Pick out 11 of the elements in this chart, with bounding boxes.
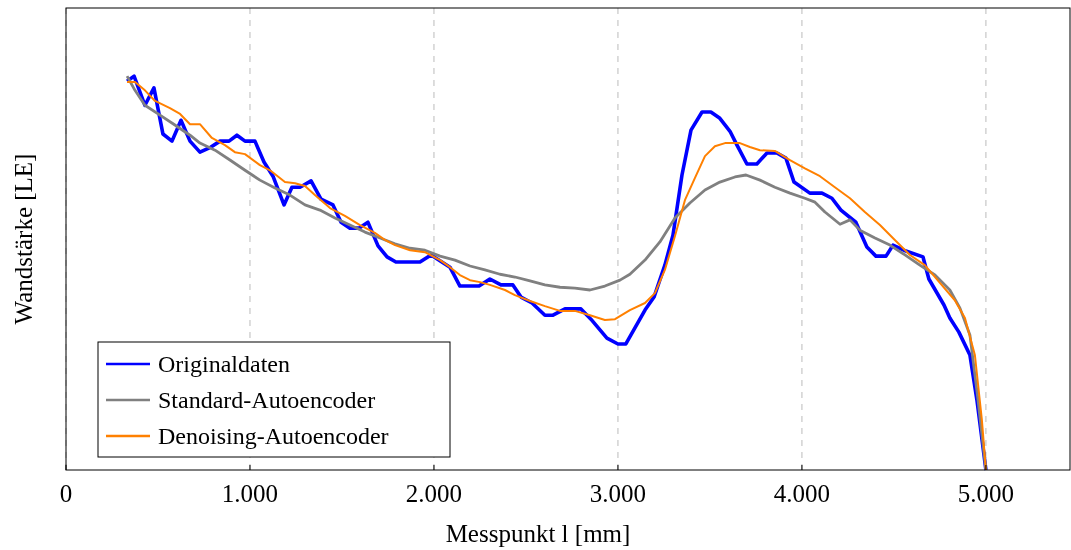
x-tick-label: 4.000: [773, 480, 831, 507]
legend-label: Standard-Autoencoder: [158, 387, 376, 413]
y-axis-title: Wandstärke [LE]: [10, 153, 37, 325]
x-tick-label: 5.000: [957, 480, 1015, 507]
legend-label: Originaldaten: [158, 351, 290, 377]
x-tick-label: 1.000: [221, 480, 279, 507]
x-tick-label: 0: [59, 480, 73, 507]
x-axis-title: Messpunkt l [mm]: [445, 520, 631, 547]
x-tick-label: 3.000: [589, 480, 647, 507]
legend-label: Denoising-Autoencoder: [158, 423, 389, 449]
x-tick-label: 2.000: [405, 480, 463, 507]
